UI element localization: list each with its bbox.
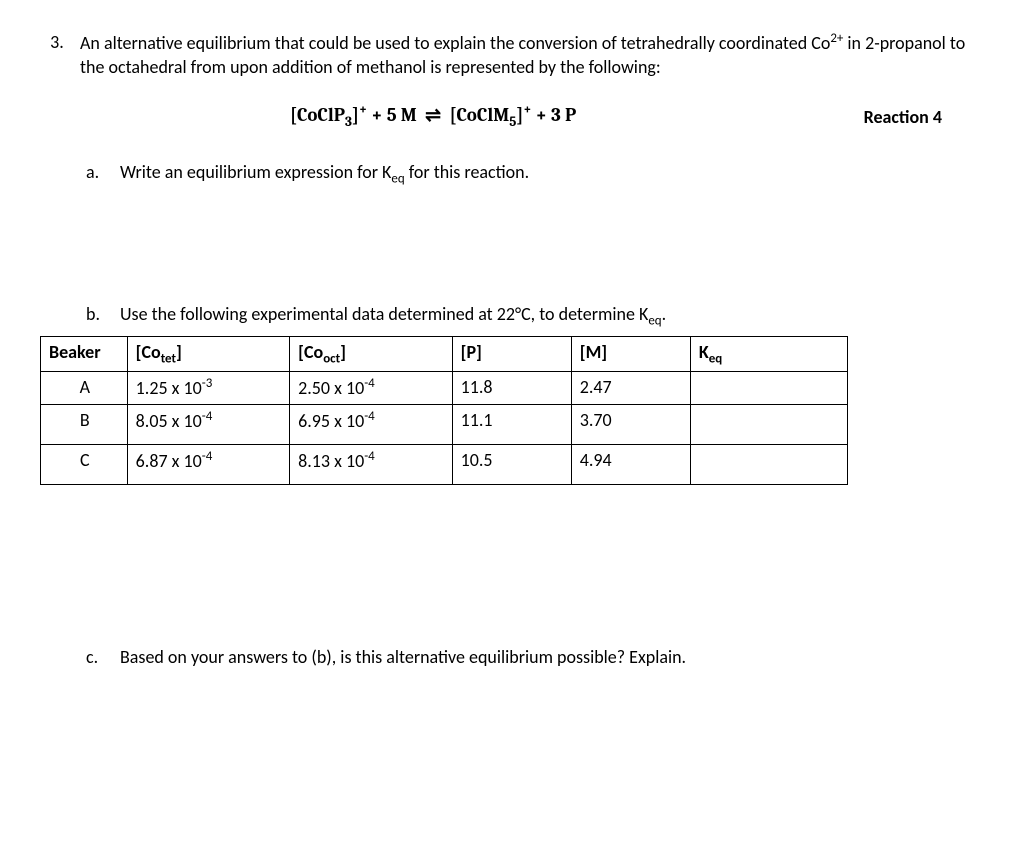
part-b-letter: b.: [80, 302, 120, 330]
cell-m: 2.47: [571, 372, 690, 404]
equation: [CoClP3]+ + 5 M ⇌ [CoClM5]+ + 3 P: [290, 102, 576, 133]
cell-beaker: B: [41, 404, 128, 444]
answer-space-a: [80, 206, 974, 302]
part-c-letter: c.: [80, 645, 120, 669]
question-body: An alternative equilibrium that could be…: [80, 30, 974, 687]
cell-keq: [690, 404, 847, 444]
th-p: [P]: [452, 337, 571, 372]
part-b-text: Use the following experimental data dete…: [120, 302, 974, 330]
th-cotet: [Cotet]: [127, 337, 289, 372]
th-cooct: [Cooct]: [290, 337, 452, 372]
part-c-text: Based on your answers to (b), is this al…: [120, 645, 974, 669]
equation-row: [CoClP3]+ + 5 M ⇌ [CoClM5]+ + 3 P Reacti…: [80, 102, 974, 133]
cell-p: 11.8: [452, 372, 571, 404]
part-a: a. Write an equilibrium expression for K…: [80, 160, 974, 188]
cell-cooct: 6.95 x 10-4: [290, 404, 452, 444]
cell-cooct: 8.13 x 10-4: [290, 444, 452, 484]
cell-m: 4.94: [571, 444, 690, 484]
cell-m: 3.70: [571, 404, 690, 444]
th-keq: Keq: [690, 337, 847, 372]
th-m: [M]: [571, 337, 690, 372]
cell-cotet: 1.25 x 10-3: [127, 372, 289, 404]
reaction-label: Reaction 4: [864, 105, 974, 129]
answer-space-b: [80, 485, 974, 645]
part-c: c. Based on your answers to (b), is this…: [80, 645, 974, 669]
cell-p: 10.5: [452, 444, 571, 484]
part-a-letter: a.: [80, 160, 120, 188]
part-a-text: Write an equilibrium expression for Keq …: [120, 160, 974, 188]
data-table-wrap: Beaker [Cotet] [Cooct] [P] [M] Keq A 1.2…: [40, 336, 974, 484]
data-table: Beaker [Cotet] [Cooct] [P] [M] Keq A 1.2…: [40, 336, 848, 484]
table-header-row: Beaker [Cotet] [Cooct] [P] [M] Keq: [41, 337, 848, 372]
cell-p: 11.1: [452, 404, 571, 444]
th-beaker: Beaker: [41, 337, 128, 372]
intro-text: An alternative equilibrium that could be…: [80, 30, 974, 80]
cell-beaker: C: [41, 444, 128, 484]
cell-keq: [690, 372, 847, 404]
table-row: B 8.05 x 10-4 6.95 x 10-4 11.1 3.70: [41, 404, 848, 444]
table-row: C 6.87 x 10-4 8.13 x 10-4 10.5 4.94: [41, 444, 848, 484]
question-3: 3. An alternative equilibrium that could…: [40, 30, 974, 687]
equation-text: [CoClP3]+ + 5 M ⇌ [CoClM5]+ + 3 P: [290, 104, 576, 126]
cell-cotet: 6.87 x 10-4: [127, 444, 289, 484]
cell-cooct: 2.50 x 10-4: [290, 372, 452, 404]
cell-beaker: A: [41, 372, 128, 404]
part-b: b. Use the following experimental data d…: [80, 302, 974, 330]
cell-cotet: 8.05 x 10-4: [127, 404, 289, 444]
cell-keq: [690, 444, 847, 484]
table-row: A 1.25 x 10-3 2.50 x 10-4 11.8 2.47: [41, 372, 848, 404]
